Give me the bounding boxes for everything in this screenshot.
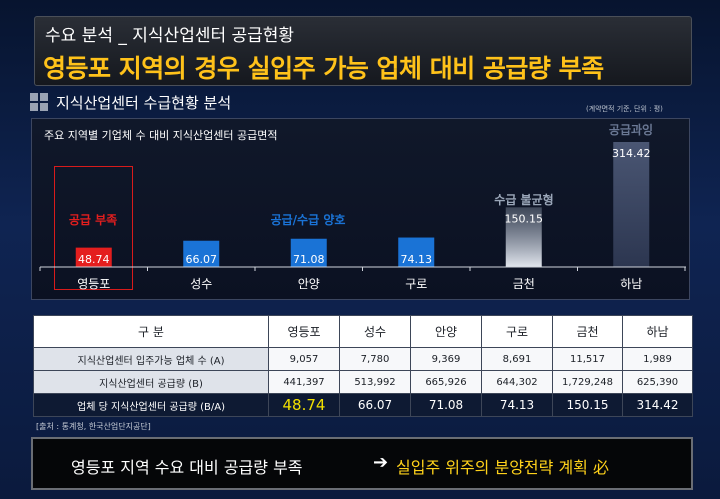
banner-right-text: 실입주 위주의 분양전략 계획 必	[396, 458, 609, 477]
table-row: 지식산업센터 공급량 (B) 441,397 513,992 665,926 6…	[33, 370, 693, 394]
source-note: [출처 : 통계청, 한국산업단지공단]	[36, 422, 151, 431]
table-header-cell: 구로	[481, 315, 553, 348]
table-header-cell: 금천	[552, 315, 623, 348]
table-cell: 644,302	[481, 370, 553, 394]
bar-구로	[398, 237, 435, 267]
conclusion-banner: 영등포 지역 수요 대비 공급량 부족 ➔ 실입주 위주의 분양전략 계획 必	[31, 437, 693, 490]
table-header-cell: 구 분	[33, 315, 269, 348]
table-cell: 1,729,248	[552, 370, 623, 394]
category-label: 구로	[405, 277, 427, 291]
table-row: 지식산업센터 입주가능 업체 수 (A) 9,057 7,780 9,369 8…	[33, 347, 693, 371]
table-cell: 513,992	[339, 370, 411, 394]
table-cell: 625,390	[622, 370, 693, 394]
table-cell: 314.42	[622, 393, 693, 417]
table-row-highlight: 업체 당 지식산업센터 공급량 (B/A) 48.74 66.07 71.08 …	[33, 393, 693, 417]
table-cell: 1,989	[622, 347, 693, 371]
data-label: 314.42	[612, 147, 651, 160]
table-cell: 441,397	[268, 370, 340, 394]
data-label: 66.07	[186, 253, 218, 266]
table-cell: 71.08	[410, 393, 482, 417]
grid-icon	[30, 93, 50, 111]
data-label: 71.08	[293, 253, 325, 266]
bar-하남	[613, 142, 650, 267]
banner-left-text: 영등포 지역 수요 대비 공급량 부족	[71, 458, 303, 477]
annotation-shortage: 공급 부족	[69, 213, 117, 227]
table-cell: 74.13	[481, 393, 553, 417]
row-label: 지식산업센터 공급량 (B)	[33, 370, 269, 394]
table-cell: 9,369	[410, 347, 482, 371]
data-label: 74.13	[401, 253, 433, 266]
header-box: 수요 분석 _ 지식산업센터 공급현황 영등포 지역의 경우 실입주 가능 업체…	[34, 16, 692, 86]
table-header-row: 구 분 영등포 성수 안양 구로 금천 하남	[33, 315, 693, 348]
table-cell: 66.07	[339, 393, 411, 417]
row-label: 업체 당 지식산업센터 공급량 (B/A)	[33, 393, 269, 417]
bar-안양	[290, 238, 327, 267]
table-header-cell: 영등포	[268, 315, 340, 348]
section-title: 지식산업센터 수급현황 분석	[56, 94, 232, 112]
chart-panel	[31, 118, 690, 300]
table-cell-highlight: 48.74	[268, 393, 340, 417]
bar-성수	[183, 240, 220, 267]
table-cell: 665,926	[410, 370, 482, 394]
header-subtitle: 수요 분석 _ 지식산업센터 공급현황	[45, 26, 295, 46]
shortage-highlight-box	[54, 166, 133, 290]
table-header-cell: 성수	[339, 315, 411, 348]
category-label: 성수	[190, 277, 212, 291]
table-cell: 11,517	[552, 347, 623, 371]
category-label: 하남	[620, 277, 642, 291]
bar-금천	[505, 207, 542, 267]
bar-영등포	[75, 247, 112, 267]
table-header-cell: 안양	[410, 315, 482, 348]
table-header-cell: 하남	[622, 315, 693, 348]
data-label: 48.74	[78, 253, 110, 266]
table-cell: 7,780	[339, 347, 411, 371]
table-cell: 150.15	[552, 393, 623, 417]
unit-note: (계약면적 기준, 단위 : 평)	[586, 105, 663, 113]
annotation-oversupply: 공급과잉	[609, 122, 653, 137]
supply-table: 구 분 영등포 성수 안양 구로 금천 하남 지식산업센터 입주가능 업체 수 …	[33, 315, 693, 417]
category-label: 안양	[298, 277, 320, 291]
annotation-balanced: 공급/수급 양호	[271, 212, 346, 227]
arrow-icon: ➔	[373, 452, 389, 473]
category-label: 영등포	[77, 277, 110, 291]
data-label: 150.15	[505, 212, 544, 225]
chart-title: 주요 지역별 기업체 수 대비 지식산업센터 공급면적	[44, 129, 278, 142]
category-label: 금천	[513, 276, 535, 291]
header-title: 영등포 지역의 경우 실입주 가능 업체 대비 공급량 부족	[43, 54, 604, 83]
table-cell: 9,057	[268, 347, 340, 371]
row-label: 지식산업센터 입주가능 업체 수 (A)	[33, 347, 269, 371]
annotation-imbalance: 수급 불균형	[494, 192, 553, 207]
table-cell: 8,691	[481, 347, 553, 371]
